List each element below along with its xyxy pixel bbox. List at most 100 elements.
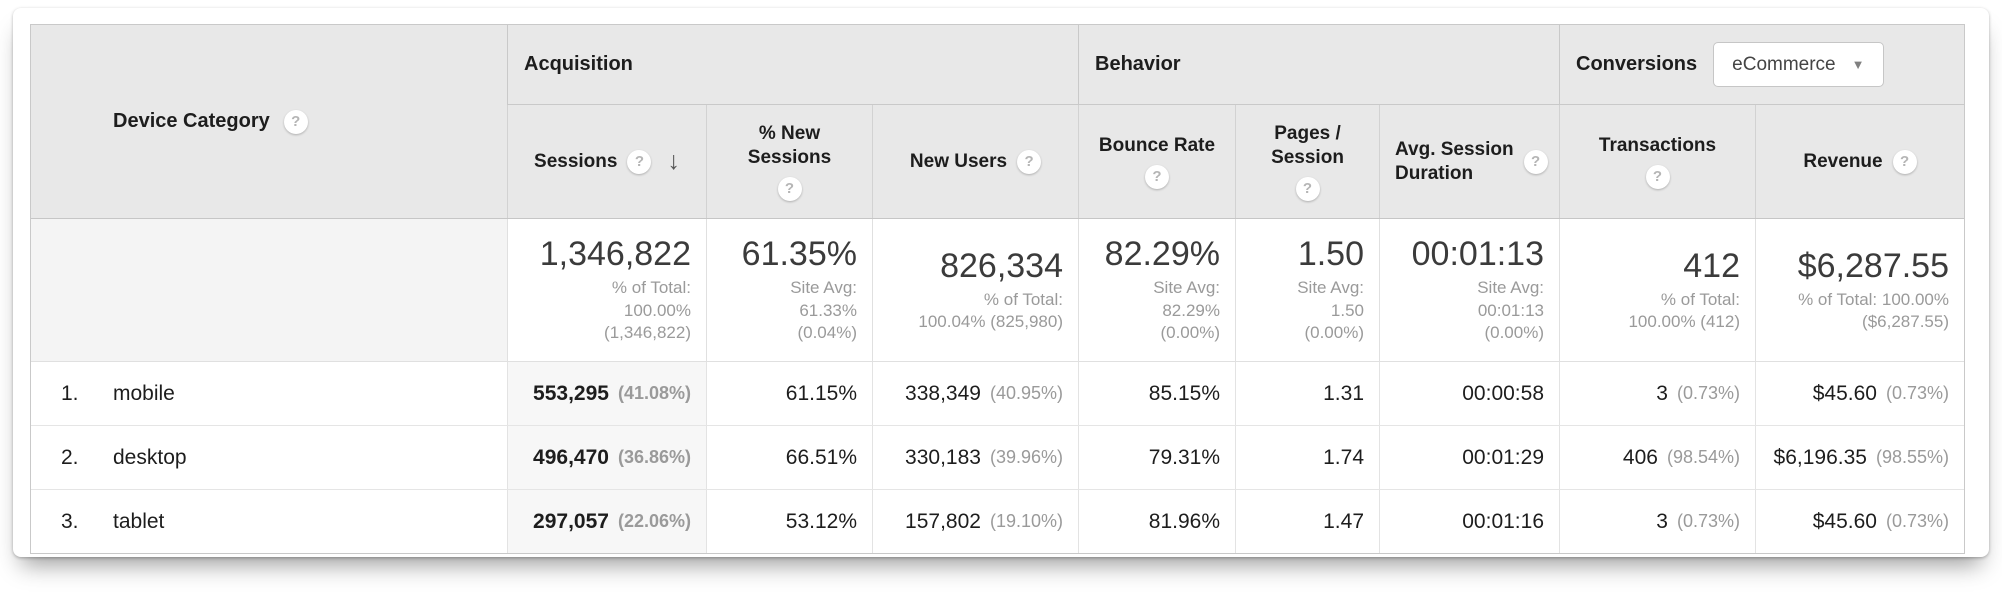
metric-percent: (98.55%) xyxy=(1875,447,1949,467)
metric-cell: 1.31 xyxy=(1235,362,1379,425)
device-cell[interactable]: 2. desktop xyxy=(31,426,507,489)
help-icon[interactable]: ? xyxy=(627,149,652,174)
table-header: Device Category ? Acquisition Behavior C… xyxy=(31,25,1964,219)
metric-cell: 157,802 (19.10%) xyxy=(872,490,1078,553)
help-icon[interactable]: ? xyxy=(777,176,802,201)
metric-value: 330,183 xyxy=(905,445,981,469)
column-header-device-category[interactable]: Device Category ? xyxy=(31,25,507,218)
metric-value: 53.12% xyxy=(785,509,857,533)
summary-value: 61.35% xyxy=(741,235,857,274)
summary-cell: 826,334 % of Total: 100.04% (825,980) xyxy=(872,219,1078,361)
metric-value: 00:00:58 xyxy=(1462,381,1544,405)
row-index: 1. xyxy=(61,381,79,405)
metric-value: 81.96% xyxy=(1148,509,1220,533)
table-row[interactable]: 2. desktop 496,470 (36.86%) 66.51% 330,183 (39… xyxy=(31,425,1964,489)
metric-cell: 297,057 (22.06%) xyxy=(507,490,706,553)
summary-subtext: Site Avg: 61.33% (0.04%) xyxy=(790,278,857,343)
group-header-behavior: Behavior xyxy=(1078,25,1559,105)
metric-percent: (39.96%) xyxy=(989,447,1063,467)
device-name: mobile xyxy=(113,381,175,405)
column-header-pages-per-session[interactable]: Pages / Session ? xyxy=(1235,105,1379,218)
metric-cell: 00:01:16 xyxy=(1379,490,1559,553)
device-cell[interactable]: 3. tablet xyxy=(31,490,507,553)
column-header-new-users[interactable]: New Users ? xyxy=(872,105,1078,218)
metric-cell: 330,183 (39.96%) xyxy=(872,426,1078,489)
metric-cell: 553,295 (41.08%) xyxy=(507,362,706,425)
metric-value: 00:01:16 xyxy=(1462,509,1544,533)
conversions-label: Conversions xyxy=(1576,53,1698,75)
summary-device-cell xyxy=(31,219,507,361)
help-icon[interactable]: ? xyxy=(1892,149,1917,174)
device-name: tablet xyxy=(113,509,165,533)
summary-value: 1.50 xyxy=(1297,235,1364,274)
help-icon[interactable]: ? xyxy=(1295,176,1320,201)
column-header-revenue[interactable]: Revenue ? xyxy=(1755,105,1964,218)
metric-value: 66.51% xyxy=(785,445,857,469)
metric-value: 553,295 xyxy=(533,381,609,405)
summary-cell: 00:01:13 Site Avg: 00:01:13 (0.00%) xyxy=(1379,219,1559,361)
summary-value: 826,334 xyxy=(940,246,1063,285)
metric-percent: (19.10%) xyxy=(989,511,1063,531)
summary-value: $6,287.55 xyxy=(1797,246,1949,285)
metric-percent: (41.08%) xyxy=(617,383,691,403)
metric-value: 496,470 xyxy=(533,445,609,469)
metric-value: 157,802 xyxy=(905,509,981,533)
metric-cell: 00:01:29 xyxy=(1379,426,1559,489)
metric-cell: 3 (0.73%) xyxy=(1559,362,1755,425)
column-header-percent-new-sessions[interactable]: % New Sessions ? xyxy=(706,105,872,218)
metric-percent: (0.73%) xyxy=(1676,511,1740,531)
row-index: 3. xyxy=(61,509,79,533)
group-header-conversions: Conversions eCommerce ▼ xyxy=(1559,25,1964,105)
metric-cell: 338,349 (40.95%) xyxy=(872,362,1078,425)
column-header-bounce-rate[interactable]: Bounce Rate ? xyxy=(1078,105,1235,218)
ecommerce-dropdown[interactable]: eCommerce ▼ xyxy=(1713,42,1884,87)
help-icon[interactable]: ? xyxy=(1523,149,1548,174)
device-category-label: Device Category xyxy=(113,110,270,132)
column-header-transactions[interactable]: Transactions ? xyxy=(1559,105,1755,218)
summary-subtext: Site Avg: 1.50 (0.00%) xyxy=(1297,278,1364,343)
summary-subtext: % of Total: 100.00% (412) xyxy=(1628,289,1740,332)
group-header-acquisition: Acquisition xyxy=(507,25,1078,105)
metric-cell: $6,196.35 (98.55%) xyxy=(1755,426,1964,489)
acquisition-label: Acquisition xyxy=(524,53,633,75)
metric-value: 1.74 xyxy=(1323,445,1364,469)
behavior-label: Behavior xyxy=(1095,53,1181,75)
metric-percent: (0.73%) xyxy=(1676,383,1740,403)
help-icon[interactable]: ? xyxy=(1145,164,1169,189)
metric-value: 406 xyxy=(1622,445,1658,469)
metric-percent: (98.54%) xyxy=(1666,447,1740,467)
analytics-table: Device Category ? Acquisition Behavior C… xyxy=(30,24,1965,554)
table-row[interactable]: 3. tablet 297,057 (22.06%) 53.12% 157,802 (19.… xyxy=(31,489,1964,553)
metric-percent: (40.95%) xyxy=(989,383,1063,403)
report-page: Device Category ? Acquisition Behavior C… xyxy=(13,8,1989,557)
metric-percent: (22.06%) xyxy=(617,511,691,531)
metric-cell: 66.51% xyxy=(706,426,872,489)
metric-cell: 406 (98.54%) xyxy=(1559,426,1755,489)
metric-value: 61.15% xyxy=(785,381,857,405)
sort-desc-icon[interactable]: ↓ xyxy=(667,147,680,175)
summary-cell: 61.35% Site Avg: 61.33% (0.04%) xyxy=(706,219,872,361)
metric-cell: 3 (0.73%) xyxy=(1559,490,1755,553)
summary-cell: 1,346,822 % of Total: 100.00% (1,346,822) xyxy=(507,219,706,361)
row-index: 2. xyxy=(61,445,79,469)
metric-cell: $45.60 (0.73%) xyxy=(1755,490,1964,553)
summary-subtext: % of Total: 100.04% (825,980) xyxy=(918,289,1063,332)
metric-value: 1.31 xyxy=(1323,381,1364,405)
metric-value: 79.31% xyxy=(1148,445,1220,469)
table-row[interactable]: 1. mobile 553,295 (41.08%) 61.15% 338,349 (40.… xyxy=(31,362,1964,425)
help-icon[interactable]: ? xyxy=(1645,164,1670,189)
column-header-avg-session-duration[interactable]: Avg. Session Duration ? xyxy=(1379,105,1559,218)
column-header-sessions[interactable]: Sessions ? ↓ xyxy=(507,105,706,218)
help-icon[interactable]: ? xyxy=(1017,149,1042,174)
metric-value: $45.60 xyxy=(1812,509,1877,533)
metric-cell: 1.74 xyxy=(1235,426,1379,489)
summary-subtext: Site Avg: 00:01:13 (0.00%) xyxy=(1477,278,1544,343)
metric-percent: (36.86%) xyxy=(617,447,691,467)
device-cell[interactable]: 1. mobile xyxy=(31,362,507,425)
metric-cell: 85.15% xyxy=(1078,362,1235,425)
metric-cell: 496,470 (36.86%) xyxy=(507,426,706,489)
summary-cell: 412 % of Total: 100.00% (412) xyxy=(1559,219,1755,361)
metric-value: 297,057 xyxy=(533,509,609,533)
help-icon[interactable]: ? xyxy=(283,109,308,134)
